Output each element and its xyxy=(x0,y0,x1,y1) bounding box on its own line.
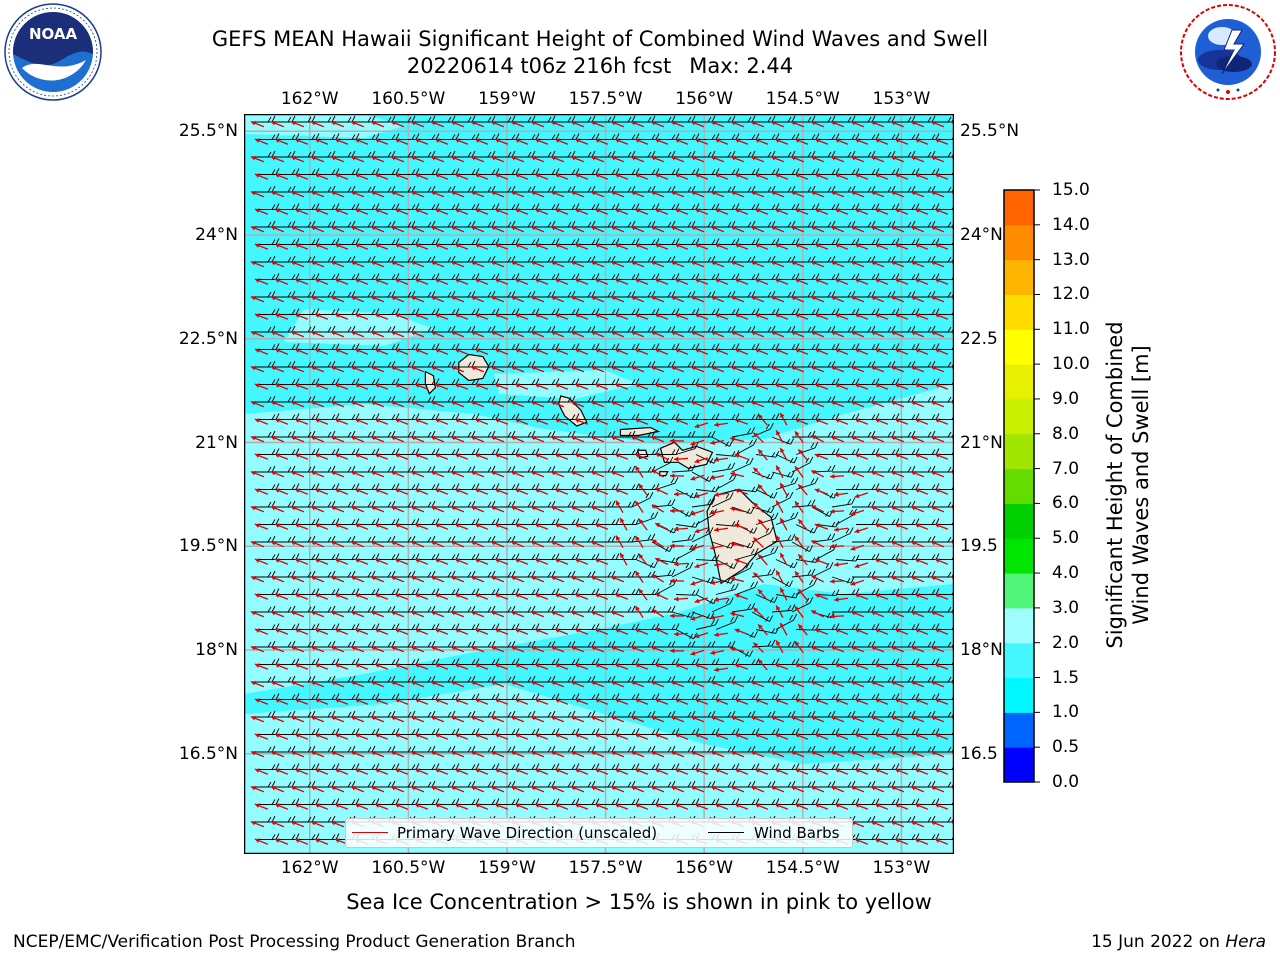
colorbar-title-line-1: Significant Height of Combined xyxy=(1103,321,1127,649)
colorbar xyxy=(1003,189,1040,783)
colorbar-tick-label: 12.0 xyxy=(1052,284,1090,305)
left-lat-label: 21°N xyxy=(195,432,238,453)
left-lat-label: 22.5°N xyxy=(178,328,238,349)
bottom-lon-label: 153°W xyxy=(872,858,931,878)
map-panel xyxy=(244,114,954,854)
colorbar-tick-label: 9.0 xyxy=(1052,388,1080,409)
colorbar-tick-label: 2.0 xyxy=(1052,632,1080,653)
colorbar-segment xyxy=(1004,712,1034,748)
island-niihau xyxy=(424,370,437,395)
colorbar-segment xyxy=(1004,573,1034,609)
colorbar-tick-label: 1.0 xyxy=(1052,702,1080,723)
colorbar-segment xyxy=(1004,398,1034,435)
right-lat-label: 19.5 xyxy=(960,536,998,557)
right-lat-label: 22.5 xyxy=(960,328,998,349)
colorbar-segment xyxy=(1004,190,1034,226)
right-lat-label: 18°N xyxy=(960,639,1003,660)
right-lat-label: 16.5 xyxy=(960,743,998,764)
colorbar-segment xyxy=(1004,538,1034,574)
max-label: Max: 2.44 xyxy=(689,54,794,78)
island-hawaii xyxy=(706,488,778,585)
noaa-logo: NOAA xyxy=(4,3,102,101)
colorbar-tick-label: 13.0 xyxy=(1052,249,1090,270)
left-lat-label: 18°N xyxy=(195,639,238,660)
light-wave-band-1 xyxy=(284,309,434,346)
colorbar-tick-label: 15.0 xyxy=(1052,180,1090,200)
wave-direction-swatch xyxy=(352,832,388,833)
colorbar-segment xyxy=(1004,259,1034,295)
run-label: 20220614 t06z 216h fcst xyxy=(406,54,672,78)
island-maui xyxy=(659,441,714,469)
wave-height-map xyxy=(244,114,954,854)
colorbar-segment xyxy=(1004,503,1034,539)
left-lat-label: 24°N xyxy=(195,225,238,246)
footer-date: 15 Jun 2022 on Hera xyxy=(1091,932,1266,952)
colorbar-tick-label: 4.0 xyxy=(1052,563,1080,584)
colorbar-segment xyxy=(1004,468,1034,504)
colorbar-title: Significant Height of Combined Wind Wave… xyxy=(1102,321,1154,648)
colorbar-tick-label: 11.0 xyxy=(1052,319,1090,340)
colorbar-segment xyxy=(1004,747,1034,783)
colorbar-tick-label: 1.5 xyxy=(1052,667,1080,688)
title-line-1: GEFS MEAN Hawaii Significant Height of C… xyxy=(211,27,989,51)
colorbar-tick-label: 10.0 xyxy=(1052,354,1090,375)
noaa-logo-text: NOAA xyxy=(29,25,78,43)
colorbar-segment xyxy=(1004,642,1034,679)
title-line-2: 20220614 t06z 216h fcst Max: 2.44 xyxy=(150,53,1050,80)
colorbar-tick-label: 5.0 xyxy=(1052,528,1080,549)
colorbar-segment xyxy=(1004,677,1034,713)
top-lon-label: 153°W xyxy=(872,89,931,109)
colorbar-tick-label: 14.0 xyxy=(1052,214,1090,235)
right-lat-label: 21°N xyxy=(960,432,1003,453)
colorbar-tick-label: 0.5 xyxy=(1052,737,1080,758)
colorbar-segment xyxy=(1004,224,1034,261)
colorbar-segment xyxy=(1004,433,1034,470)
chart-title: GEFS MEAN Hawaii Significant Height of C… xyxy=(150,26,1050,80)
colorbar-segment xyxy=(1004,364,1034,400)
right-lat-label: 24°N xyxy=(960,225,1003,246)
colorbar-title-line-2: Wind Waves and Swell [m] xyxy=(1129,345,1153,625)
left-lat-label: 16.5°N xyxy=(178,743,238,764)
colorbar-segment xyxy=(1004,294,1034,330)
colorbar-tick-label: 0.0 xyxy=(1052,772,1080,792)
colorbar-segment xyxy=(1004,607,1034,644)
sea-ice-note: Sea Ice Concentration > 15% is shown in … xyxy=(346,890,932,914)
footer-date-text: 15 Jun 2022 on xyxy=(1091,932,1220,952)
left-lat-label: 25.5°N xyxy=(178,121,238,142)
right-lat-label: 25.5°N xyxy=(960,121,1020,142)
colorbar-tick-label: 8.0 xyxy=(1052,423,1080,444)
wind-barbs-legend-label: Wind Barbs xyxy=(754,824,840,842)
colorbar-tick-label: 3.0 xyxy=(1052,597,1080,618)
colorbar-tick-label: 7.0 xyxy=(1052,458,1080,479)
nws-logo xyxy=(1180,4,1276,100)
footer-credit: NCEP/EMC/Verification Post Processing Pr… xyxy=(13,932,576,952)
colorbar-segment xyxy=(1004,329,1034,365)
map-legend: Primary Wave Direction (unscaled) Wind B… xyxy=(345,818,853,848)
left-lat-label: 19.5°N xyxy=(178,536,238,557)
wind-barbs-swatch xyxy=(708,832,744,833)
colorbar-tick-label: 6.0 xyxy=(1052,493,1080,514)
wave-direction-legend-label: Primary Wave Direction (unscaled) xyxy=(397,824,658,842)
footer-machine: Hera xyxy=(1225,932,1266,952)
